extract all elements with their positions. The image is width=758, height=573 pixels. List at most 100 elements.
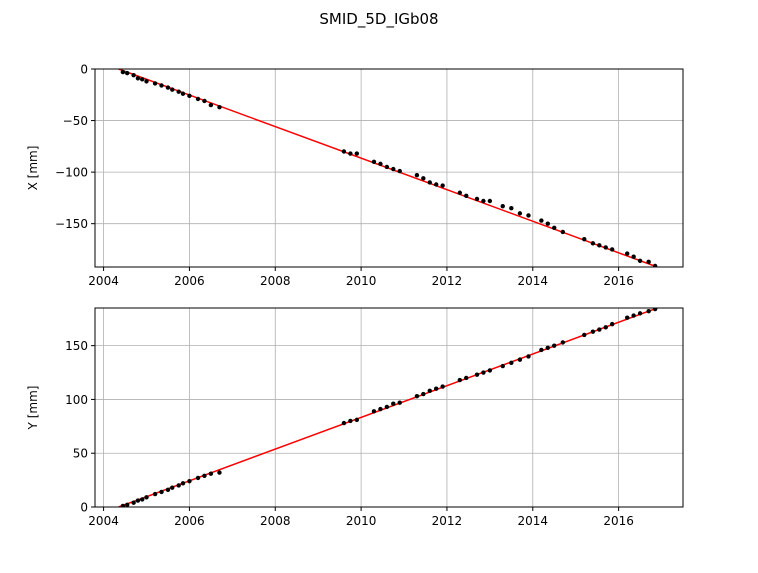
x-data-point (637, 258, 643, 264)
x-axes-frame (94, 68, 684, 268)
x-data-point (371, 159, 377, 165)
y-data-point (625, 315, 630, 320)
x-data-point (440, 183, 445, 188)
x-ytick-label: −150 (55, 217, 88, 231)
x-data-point (487, 198, 493, 204)
x-data-point (603, 245, 608, 250)
y-xtick-label: 2012 (432, 514, 463, 528)
x-data-point (457, 190, 463, 195)
x-data-point (481, 198, 486, 204)
y-data-point (421, 391, 426, 397)
y-data-point (646, 309, 651, 314)
x-data-point (120, 69, 126, 75)
x-data-point (560, 229, 566, 235)
x-xtick-label: 2008 (260, 274, 291, 288)
x-data-point (500, 203, 505, 209)
x-data-point (590, 241, 596, 246)
x-data-point (631, 254, 636, 259)
y-data-point (124, 502, 130, 507)
y-data-point (397, 400, 402, 405)
x-data-point (170, 87, 175, 92)
x-ytick-label: 0 (80, 63, 88, 77)
x-data-point (152, 81, 158, 86)
x-data-point (187, 93, 192, 99)
y-data-point (464, 375, 469, 381)
y-data-point (603, 325, 608, 330)
y-ytick-label: 100 (65, 393, 88, 407)
y-data-point (135, 498, 141, 503)
y-data-point (131, 500, 136, 505)
x-data-point (597, 243, 602, 248)
y-data-point (378, 406, 383, 412)
panel-y: 2004 2006 2008 2010 2012 2014 2016 0 50 100 150 Y [… (26, 307, 684, 528)
y-data-point (165, 487, 171, 492)
y-xtick-label: 2016 (603, 514, 634, 528)
y-axes-frame (94, 307, 684, 508)
panel-x: 2004 2006 2008 2010 2012 2014 2016 0 −50 −100 −150… (26, 63, 684, 288)
y-data-point (652, 308, 658, 312)
y-data-point (391, 401, 396, 406)
x-data-point (421, 176, 426, 181)
x-data-point (140, 77, 145, 82)
y-data-point (159, 489, 164, 495)
y-data-point (170, 485, 175, 490)
x-data-point (354, 151, 360, 156)
y-data-point (180, 481, 186, 486)
y-xtick-label: 2014 (518, 514, 549, 528)
y-data-point (427, 388, 432, 394)
y-xtick-label: 2010 (346, 514, 377, 528)
y-data-point (582, 332, 587, 338)
x-data-point (208, 102, 214, 108)
y-ytick-label: 50 (73, 447, 88, 461)
y-data-point (440, 384, 445, 389)
x-data-point (384, 164, 390, 170)
y-data-point (202, 473, 207, 479)
x-data-point (646, 259, 651, 265)
x-xtick-label: 2016 (603, 274, 634, 288)
x-data-point (474, 196, 480, 202)
x-xtick-label: 2004 (88, 274, 119, 288)
x-data-point (427, 180, 432, 185)
x-data-point (652, 263, 658, 267)
y-data-point (487, 368, 493, 373)
x-data-point (552, 225, 557, 231)
y-data-point (208, 471, 214, 476)
y-data-point (120, 503, 126, 507)
y-data-point (500, 363, 505, 369)
y-data-point (474, 372, 480, 377)
x-data-point (341, 149, 347, 154)
y-data-point (457, 377, 463, 383)
y-data-point (144, 495, 149, 500)
x-data-point (517, 211, 523, 216)
y-xtick-label: 2006 (174, 514, 205, 528)
figure-title: SMID_5D_IGb08 (319, 10, 438, 29)
y-ytick-label: 0 (80, 501, 88, 515)
x-data-point (582, 236, 587, 242)
x-data-point (124, 70, 130, 76)
y-data-point (539, 347, 544, 353)
x-xtick-label: 2010 (346, 274, 377, 288)
y-data-point (631, 313, 636, 318)
y-ytick-label: 150 (65, 339, 88, 353)
x-data-point (414, 173, 420, 178)
y-data-point (187, 478, 192, 484)
y-data-point (217, 470, 222, 475)
y-data-point (597, 327, 602, 332)
x-data-point (509, 206, 514, 211)
x-axis-label: X [mm] (26, 146, 40, 191)
x-data-point (217, 104, 222, 110)
x-data-point (195, 96, 201, 102)
x-data-point (539, 218, 544, 223)
y-data-point (590, 329, 596, 334)
y-data-point (509, 360, 514, 366)
y-xtick-label: 2004 (88, 514, 119, 528)
y-data-point (354, 417, 360, 423)
x-data-point (378, 161, 383, 167)
y-data-point (384, 404, 390, 410)
x-data-point (464, 193, 469, 199)
x-data-point (391, 166, 396, 172)
y-data-point (481, 370, 486, 375)
x-ytick-label: −100 (55, 166, 88, 180)
x-data-point (131, 72, 136, 78)
